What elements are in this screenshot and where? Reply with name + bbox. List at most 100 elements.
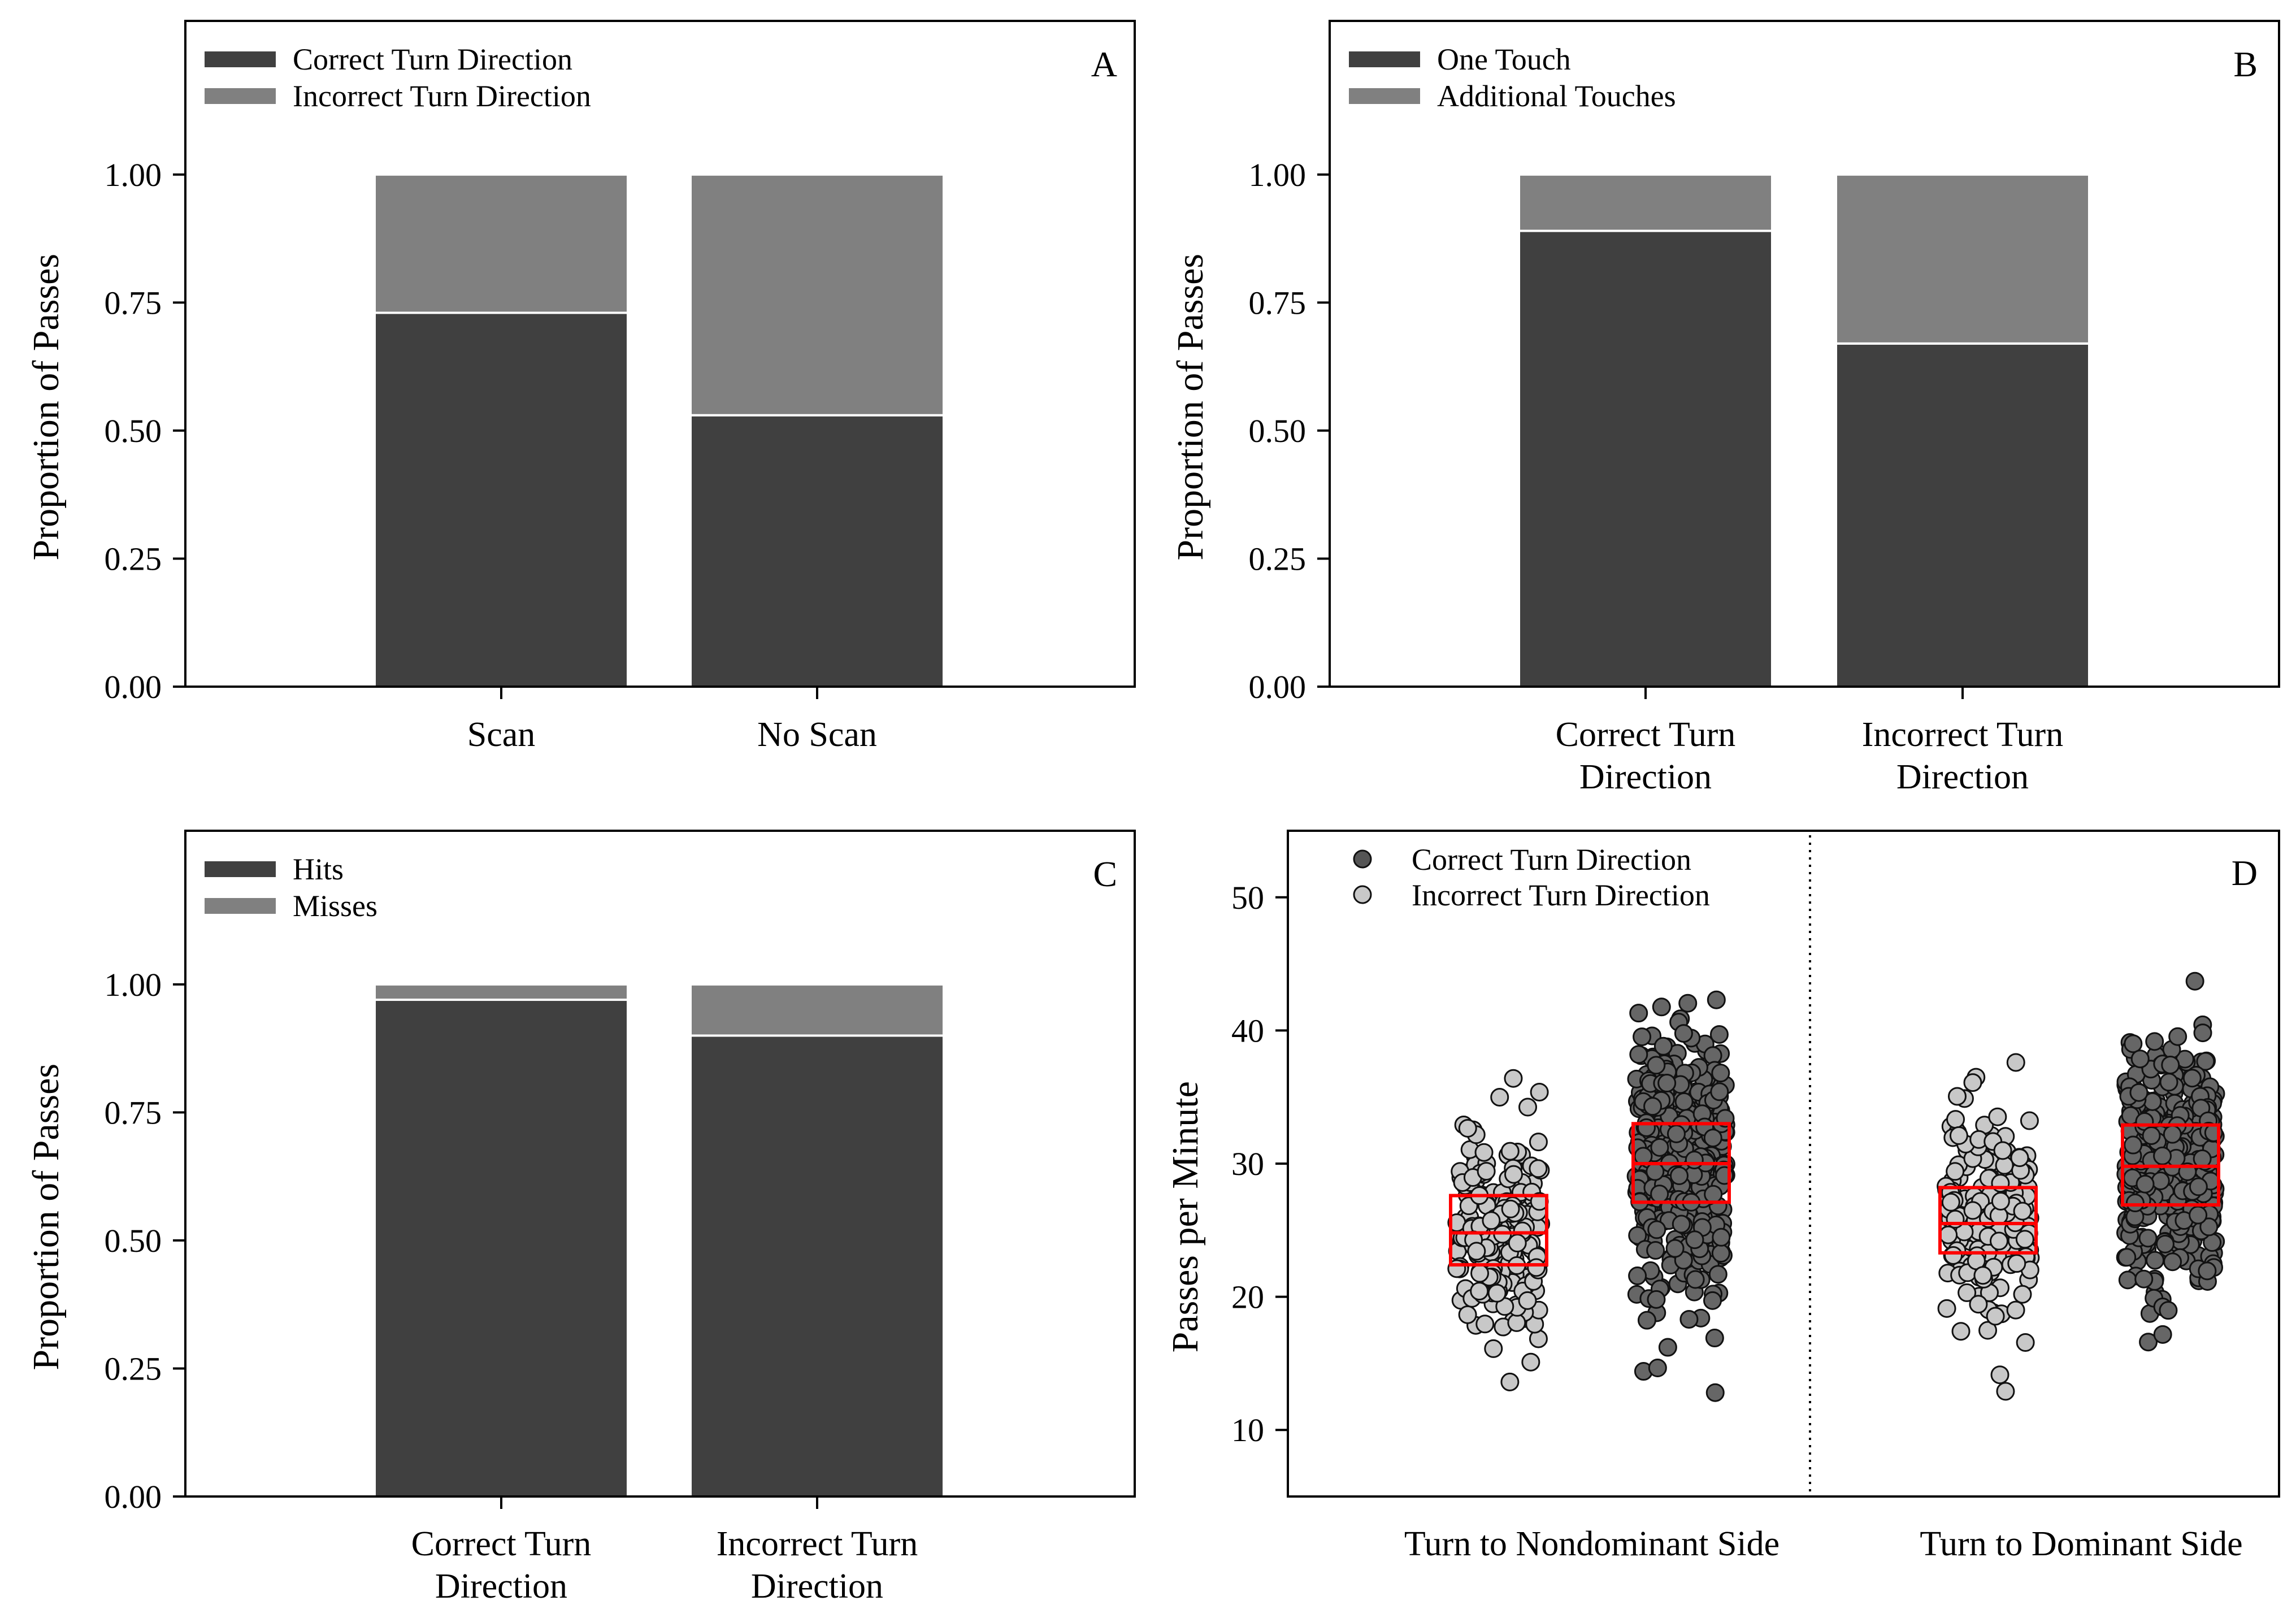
data-point (1978, 1321, 1998, 1340)
panel-letter: A (1091, 44, 1117, 84)
x-tick-label: Correct Turn (411, 1525, 592, 1563)
y-tick-label: 30 (1231, 1146, 1264, 1182)
data-point (1628, 1266, 1647, 1286)
x-tick-label: Incorrect Turn (717, 1525, 918, 1563)
legend-swatch (205, 861, 276, 877)
y-tick-label: 0.75 (1249, 284, 1307, 321)
data-point (2010, 1148, 2029, 1168)
data-point (2015, 1230, 2034, 1249)
data-point (1467, 1242, 1486, 1261)
data-point (1648, 1359, 1667, 1378)
bar-additional-touches-2 (1835, 173, 2090, 345)
data-point (1686, 1270, 1705, 1289)
data-point (1518, 1098, 1538, 1117)
data-point (1710, 1082, 1729, 1101)
data-point (1650, 1185, 1669, 1204)
bar-one-touch-1 (1518, 229, 1773, 688)
x-tick-label: Direction (751, 1567, 883, 1606)
bar-misses-1 (374, 983, 629, 1001)
y-axis-label: Proportion of Passes (25, 254, 67, 561)
data-point (2142, 1126, 2161, 1145)
data-point (1705, 1329, 1724, 1348)
data-point (2007, 1254, 2026, 1273)
data-point (1647, 1290, 1666, 1309)
bar-hits-2 (689, 1034, 945, 1498)
y-tick-label: 0.00 (105, 669, 162, 705)
data-point (1658, 1338, 1677, 1357)
data-point (1708, 1265, 1728, 1284)
data-point (1937, 1299, 1956, 1318)
data-point (1951, 1322, 1971, 1341)
data-point (1963, 1073, 1982, 1092)
data-point (1665, 1239, 1685, 1258)
data-point (2138, 1229, 2158, 1248)
data-point (1996, 1382, 2015, 1401)
data-point (2124, 1135, 2143, 1155)
legend-marker (1353, 849, 1372, 869)
bar-misses-2 (689, 983, 945, 1037)
x-group-label: Turn to Dominant Side (1920, 1525, 2242, 1563)
panel-d: Turn to Nondominant Side Turn to Dominant… (1165, 830, 2280, 1563)
data-point (1939, 1225, 1958, 1244)
panel-a: Scan No Scan Correct Turn DirectionIncorre… (25, 20, 1136, 754)
x-tick-label: No Scan (757, 715, 877, 754)
legend-marker (1353, 885, 1372, 904)
data-point (2163, 1125, 2182, 1144)
data-point (2155, 1234, 2175, 1253)
data-point (2196, 1052, 2215, 1071)
data-point (2159, 1073, 2178, 1092)
y-axis-label: Proportion of Passes (1170, 254, 1211, 561)
data-point (1475, 1315, 1495, 1334)
data-point (1990, 1365, 2009, 1385)
data-point (1666, 1124, 1686, 1143)
data-point (2146, 1251, 2165, 1270)
data-point (1991, 1191, 2010, 1211)
data-point (1628, 1226, 1647, 1245)
data-point (1629, 1045, 1648, 1064)
data-point (2129, 1083, 2149, 1102)
data-point (1501, 1199, 1520, 1218)
data-point (1458, 1305, 1477, 1324)
y-tick-label: 0.75 (105, 284, 162, 321)
legend-swatch (205, 898, 276, 914)
data-point (1529, 1159, 1548, 1178)
data-point (1646, 1162, 1665, 1181)
data-point (1946, 1110, 1965, 1129)
legend-swatch (205, 51, 276, 67)
legend-swatch (1349, 51, 1420, 67)
data-point (1678, 994, 1698, 1013)
data-point (1529, 1133, 1548, 1152)
legend-label: Correct Turn Direction (1412, 843, 1691, 877)
data-point (2168, 1027, 2188, 1046)
data-point (1652, 997, 1671, 1017)
data-point (1679, 1309, 1699, 1329)
panel-b: Correct Turn Direction Incorrect Turn Direc… (1170, 20, 2280, 796)
panel-letter: B (2233, 44, 2258, 84)
data-point (2124, 1034, 2143, 1053)
y-tick-label: 1.00 (1249, 157, 1307, 193)
data-point (1637, 1118, 1656, 1137)
data-point (2163, 1252, 2182, 1272)
data-point (2151, 1172, 2170, 1191)
y-axis-label: Proportion of Passes (25, 1064, 67, 1370)
data-point (2189, 1205, 2208, 1225)
data-point (1653, 1036, 1673, 1056)
data-point (1527, 1258, 1546, 1277)
data-point (1949, 1126, 1968, 1145)
y-tick-label: 40 (1231, 1012, 1264, 1049)
legend-label: Incorrect Turn Direction (293, 79, 591, 113)
data-point (1657, 1074, 1677, 1093)
data-point (2159, 1301, 2178, 1320)
legend-label: One Touch (1437, 42, 1571, 76)
panel-letter: C (1093, 854, 1117, 894)
data-point (1633, 1027, 1652, 1047)
x-tick-label: Scan (467, 715, 536, 754)
data-point (2130, 1049, 2150, 1069)
data-point (1637, 1311, 1656, 1330)
y-tick-label: 0.00 (1249, 669, 1307, 705)
data-point (2136, 1174, 2155, 1194)
data-point (1477, 1161, 1496, 1181)
y-tick-label: 0.25 (105, 1350, 162, 1387)
data-point (2153, 1325, 2172, 1344)
quartile-box (1938, 1186, 2038, 1255)
